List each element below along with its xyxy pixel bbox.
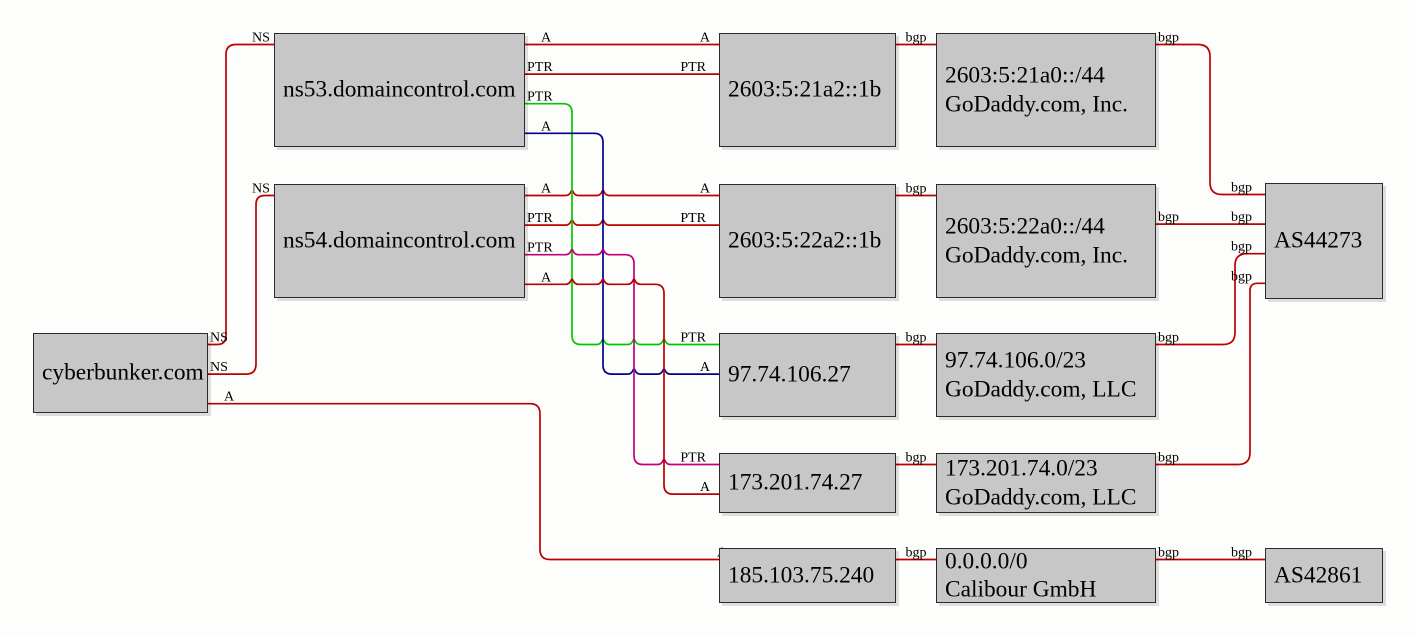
svg-text:A: A [541, 119, 552, 134]
svg-text:NS: NS [210, 360, 228, 375]
svg-text:bgp: bgp [906, 331, 927, 346]
svg-text:bgp: bgp [906, 31, 927, 46]
svg-text:PTR: PTR [527, 211, 553, 226]
svg-text:PTR: PTR [527, 90, 553, 105]
svg-text:PTR: PTR [680, 60, 706, 75]
svg-text:NS: NS [252, 182, 270, 197]
svg-text:bgp: bgp [1158, 31, 1179, 46]
svg-text:A: A [541, 270, 552, 285]
svg-text:PTR: PTR [680, 331, 706, 346]
svg-text:bgp: bgp [906, 451, 927, 466]
svg-text:PTR: PTR [527, 241, 553, 256]
svg-text:A: A [541, 182, 552, 197]
svg-text:A: A [541, 31, 552, 46]
svg-text:bgp: bgp [1158, 210, 1179, 225]
svg-text:A: A [224, 390, 235, 405]
svg-text:bgp: bgp [1231, 240, 1252, 255]
svg-text:PTR: PTR [527, 60, 553, 75]
svg-text:bgp: bgp [1158, 331, 1179, 346]
svg-text:NS: NS [210, 331, 228, 346]
svg-text:A: A [700, 480, 711, 495]
svg-text:A: A [700, 31, 711, 46]
svg-text:bgp: bgp [1158, 451, 1179, 466]
svg-text:bgp: bgp [1158, 546, 1179, 561]
svg-text:bgp: bgp [906, 546, 927, 561]
svg-text:A: A [700, 182, 711, 197]
svg-text:PTR: PTR [680, 451, 706, 466]
svg-text:PTR: PTR [680, 211, 706, 226]
svg-text:bgp: bgp [1231, 181, 1252, 196]
svg-text:bgp: bgp [1231, 210, 1252, 225]
svg-text:bgp: bgp [1231, 269, 1252, 284]
svg-text:NS: NS [252, 31, 270, 46]
svg-text:bgp: bgp [1231, 546, 1252, 561]
svg-text:bgp: bgp [906, 182, 927, 197]
svg-text:A: A [700, 360, 711, 375]
